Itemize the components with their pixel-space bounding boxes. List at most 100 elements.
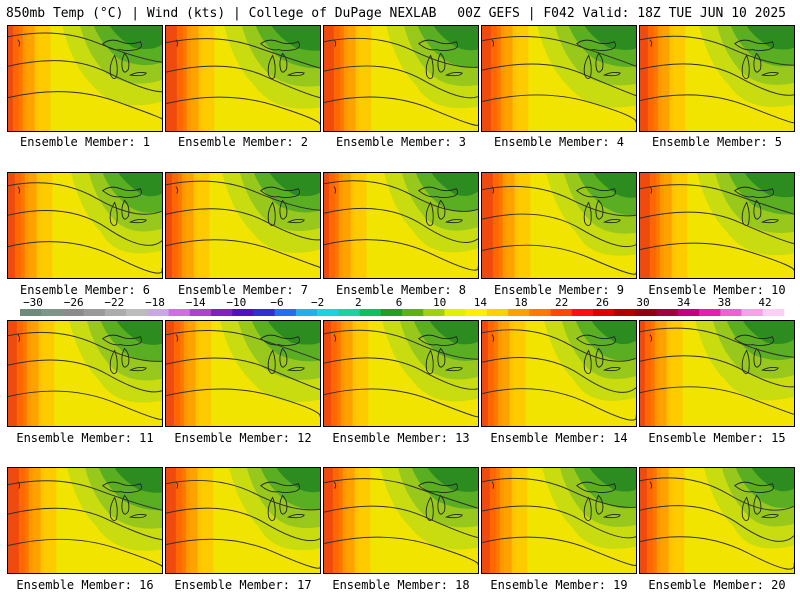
ensemble-panel — [7, 172, 163, 279]
ensemble-member-label: Ensemble Member: 9 — [493, 283, 625, 297]
colorbar-tick-label: 22 — [555, 296, 568, 309]
colorbar-swatch — [571, 309, 594, 316]
temperature-map — [640, 321, 794, 426]
colorbar-swatch — [444, 309, 466, 316]
colorbar-swatch — [656, 309, 679, 316]
temperature-map — [324, 468, 478, 573]
temperature-map — [166, 468, 320, 573]
ensemble-panel — [323, 320, 479, 427]
colorbar-swatch — [147, 309, 169, 316]
ensemble-panel — [165, 320, 321, 427]
colorbar-swatch — [211, 309, 233, 316]
ensemble-panel — [165, 467, 321, 574]
ensemble-member-label: Ensemble Member: 1 — [19, 135, 151, 149]
colorbar-swatch — [20, 309, 42, 316]
ensemble-panel — [165, 172, 321, 279]
temperature-map — [8, 321, 162, 426]
colorbar-swatch — [189, 309, 212, 316]
colorbar-tick-label: −30 — [23, 296, 43, 309]
temperature-map — [324, 173, 478, 278]
colorbar-swatch — [317, 309, 339, 316]
colorbar-tick-label: 26 — [596, 296, 609, 309]
ensemble-member-label: Ensemble Member: 10 — [648, 283, 786, 297]
colorbar-swatch — [593, 309, 615, 316]
temperature-map — [166, 321, 320, 426]
temperature-map — [640, 26, 794, 131]
ensemble-member-label: Ensemble Member: 14 — [490, 431, 628, 445]
ensemble-member-label: Ensemble Member: 4 — [493, 135, 625, 149]
colorbar-swatch — [465, 309, 488, 316]
colorbar-swatch — [83, 309, 106, 316]
colorbar-tick-label: 30 — [636, 296, 649, 309]
ensemble-member-label: Ensemble Member: 3 — [335, 135, 467, 149]
temperature-map — [8, 173, 162, 278]
colorbar-swatch — [168, 309, 191, 316]
ensemble-panel — [639, 320, 795, 427]
temperature-map — [324, 26, 478, 131]
ensemble-member-label: Ensemble Member: 2 — [177, 135, 309, 149]
colorbar-swatch — [699, 309, 721, 316]
temperature-colorbar: −30 −26 −22 −18 −14 −10 −6 −2 2 6 10 14 18 22 26 30 34 38… — [20, 296, 785, 316]
colorbar-tick-label: 2 — [355, 296, 362, 309]
colorbar-tick-label: 42 — [758, 296, 771, 309]
run-valid-time: 00Z GEFS | F042 Valid: 18Z TUE JUN 10 20… — [457, 6, 786, 21]
colorbar-tick-label: −10 — [226, 296, 246, 309]
colorbar-swatch — [232, 309, 254, 316]
colorbar-swatch — [359, 309, 382, 316]
ensemble-member-label: Ensemble Member: 12 — [174, 431, 312, 445]
colorbar-swatch — [423, 309, 445, 316]
colorbar-tick-label: −14 — [186, 296, 206, 309]
ensemble-panel — [639, 467, 795, 574]
ensemble-panel — [639, 25, 795, 132]
colorbar-swatch — [720, 309, 742, 316]
ensemble-panel — [481, 320, 637, 427]
colorbar-swatch — [614, 309, 636, 316]
colorbar-tick-label: −6 — [270, 296, 283, 309]
temperature-map — [482, 173, 636, 278]
ensemble-panel — [481, 467, 637, 574]
colorbar-swatch — [402, 309, 424, 316]
temperature-map — [482, 26, 636, 131]
colorbar-swatch — [126, 309, 148, 316]
temperature-map — [166, 26, 320, 131]
ensemble-panel — [7, 467, 163, 574]
colorbar-swatch — [253, 309, 275, 316]
colorbar-swatch — [741, 309, 764, 316]
temperature-map — [640, 173, 794, 278]
ensemble-member-label: Ensemble Member: 7 — [177, 283, 309, 297]
ensemble-panel — [323, 25, 479, 132]
colorbar-tick-label: −26 — [64, 296, 84, 309]
colorbar-tick-label: −18 — [145, 296, 165, 309]
temperature-map — [166, 173, 320, 278]
ensemble-panel — [323, 172, 479, 279]
colorbar-swatch — [295, 309, 318, 316]
colorbar-swatch — [550, 309, 573, 316]
colorbar-tick-label: −2 — [311, 296, 324, 309]
colorbar-tick-label: −22 — [104, 296, 124, 309]
map-title: 850mb Temp (°C) | Wind (kts) | College o… — [6, 6, 437, 21]
colorbar-swatch — [486, 309, 509, 316]
colorbar-swatch — [274, 309, 297, 316]
ensemble-panel — [165, 25, 321, 132]
colorbar-tick-label: 10 — [433, 296, 446, 309]
temperature-map — [8, 26, 162, 131]
ensemble-panel — [7, 25, 163, 132]
colorbar-swatch — [635, 309, 657, 316]
colorbar-swatch — [508, 309, 530, 316]
ensemble-member-label: Ensemble Member: 8 — [335, 283, 467, 297]
ensemble-member-label: Ensemble Member: 17 — [174, 578, 312, 592]
colorbar-swatch — [62, 309, 84, 316]
colorbar-swatch — [762, 309, 785, 316]
ensemble-member-label: Ensemble Member: 6 — [19, 283, 151, 297]
temperature-map — [482, 468, 636, 573]
ensemble-panel — [323, 467, 479, 574]
ensemble-member-label: Ensemble Member: 5 — [651, 135, 783, 149]
temperature-map — [8, 468, 162, 573]
colorbar-swatch — [41, 309, 63, 316]
colorbar-swatch — [677, 309, 700, 316]
ensemble-member-label: Ensemble Member: 15 — [648, 431, 786, 445]
colorbar-tick-label: 6 — [396, 296, 403, 309]
colorbar-swatch — [104, 309, 127, 316]
temperature-map — [324, 321, 478, 426]
ensemble-member-label: Ensemble Member: 13 — [332, 431, 470, 445]
